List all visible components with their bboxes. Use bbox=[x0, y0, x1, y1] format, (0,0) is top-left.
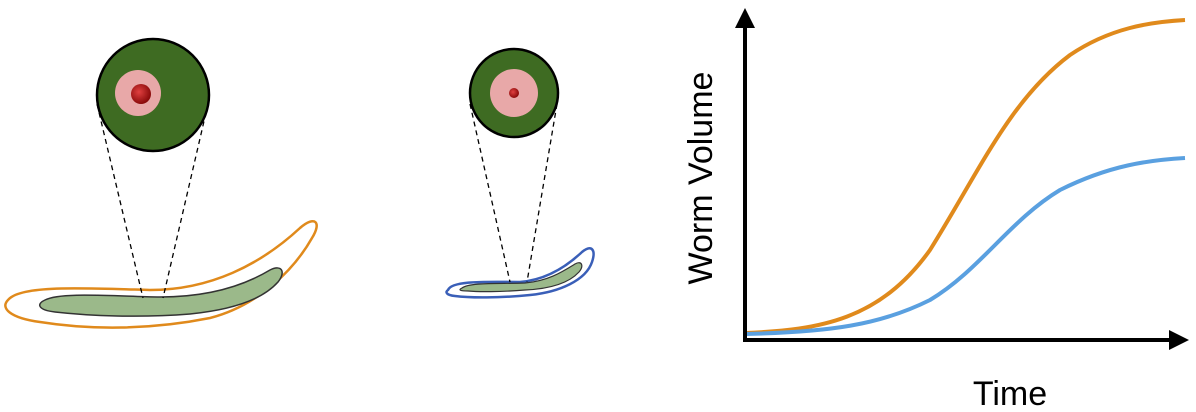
growth-schematic: Worm Volume Time bbox=[682, 12, 1185, 412]
nucleolus bbox=[509, 88, 519, 98]
large-worm bbox=[5, 39, 316, 328]
small-worm bbox=[446, 49, 593, 297]
worm-body bbox=[40, 268, 282, 316]
y-axis-label: Worm Volume bbox=[682, 72, 720, 285]
diagram: Worm Volume Time bbox=[0, 0, 1196, 412]
nucleolus bbox=[131, 84, 151, 104]
small-worm-curve bbox=[745, 158, 1185, 334]
x-axis-label: Time bbox=[973, 375, 1047, 412]
large-worm-curve bbox=[745, 20, 1185, 333]
